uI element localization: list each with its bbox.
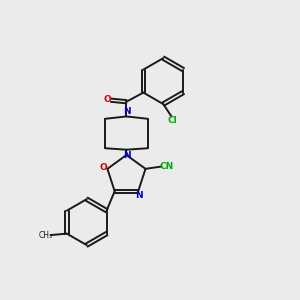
Text: N: N <box>123 106 130 116</box>
Text: O: O <box>99 163 107 172</box>
Text: CH₃: CH₃ <box>38 231 53 240</box>
Text: N: N <box>136 191 143 200</box>
Text: Cl: Cl <box>168 116 178 125</box>
Text: O: O <box>103 95 111 104</box>
Text: N: N <box>123 151 130 160</box>
Text: CN: CN <box>160 162 174 171</box>
